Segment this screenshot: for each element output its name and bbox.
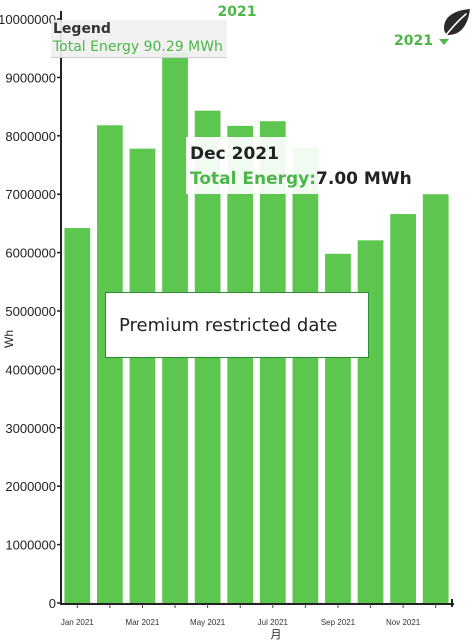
y-tick-label: 7000000 — [5, 187, 56, 202]
leaf-icon[interactable] — [439, 8, 473, 40]
y-tick-label: 2000000 — [5, 479, 56, 494]
x-tick-label: Sep 2021 — [321, 618, 356, 627]
bar[interactable] — [292, 147, 319, 604]
tooltip-value: 7.00 MWh — [316, 169, 412, 189]
y-tick-label: 1000000 — [5, 538, 56, 553]
tooltip-key: Total Energy: — [190, 169, 317, 189]
bar-tooltip: Dec 2021 Total Energy:7.00 MWh — [186, 137, 412, 194]
year-selector-dropdown[interactable]: 2021 — [394, 32, 449, 50]
tooltip-line: Total Energy:7.00 MWh — [190, 169, 412, 189]
premium-restricted-notice[interactable]: Premium restricted date — [105, 292, 369, 358]
bar[interactable] — [390, 214, 416, 603]
x-tick-label: Mar 2021 — [126, 618, 160, 627]
bar[interactable] — [422, 194, 449, 603]
x-tick-label: Jan 2021 — [61, 618, 94, 627]
chart-legend: Legend Total Energy 90.29 MWh — [51, 20, 227, 58]
tooltip-date: Dec 2021 — [190, 144, 279, 164]
bar[interactable] — [259, 121, 286, 603]
legend-title: Legend — [53, 21, 111, 37]
premium-notice-text: Premium restricted date — [119, 315, 338, 336]
x-axis-label: 月 — [271, 628, 282, 640]
y-tick-label: 9000000 — [5, 70, 56, 85]
x-tick-label: Nov 2021 — [386, 618, 421, 627]
bar[interactable] — [97, 125, 123, 604]
chart-year-title: 2021 — [217, 4, 257, 20]
year-selector-label: 2021 — [394, 33, 433, 49]
x-tick-label: May 2021 — [190, 618, 226, 627]
x-tick-label: Jul 2021 — [258, 618, 289, 627]
y-tick-label: 6000000 — [5, 246, 56, 261]
dropdown-triangle-icon — [438, 38, 449, 45]
y-tick-label: 0 — [49, 596, 56, 611]
y-tick-label: 4000000 — [5, 362, 56, 377]
y-tick-label: 5000000 — [5, 304, 56, 319]
legend-entry-total-energy: Total Energy 90.29 MWh — [53, 39, 223, 55]
y-tick-label: 3000000 — [5, 421, 56, 436]
y-axis-label: Wh — [2, 330, 16, 348]
y-tick-label: 8000000 — [5, 129, 56, 144]
bar[interactable] — [64, 228, 91, 603]
bar[interactable] — [129, 148, 156, 603]
y-tick-label: 10000000 — [0, 12, 56, 27]
bar[interactable] — [227, 125, 254, 603]
